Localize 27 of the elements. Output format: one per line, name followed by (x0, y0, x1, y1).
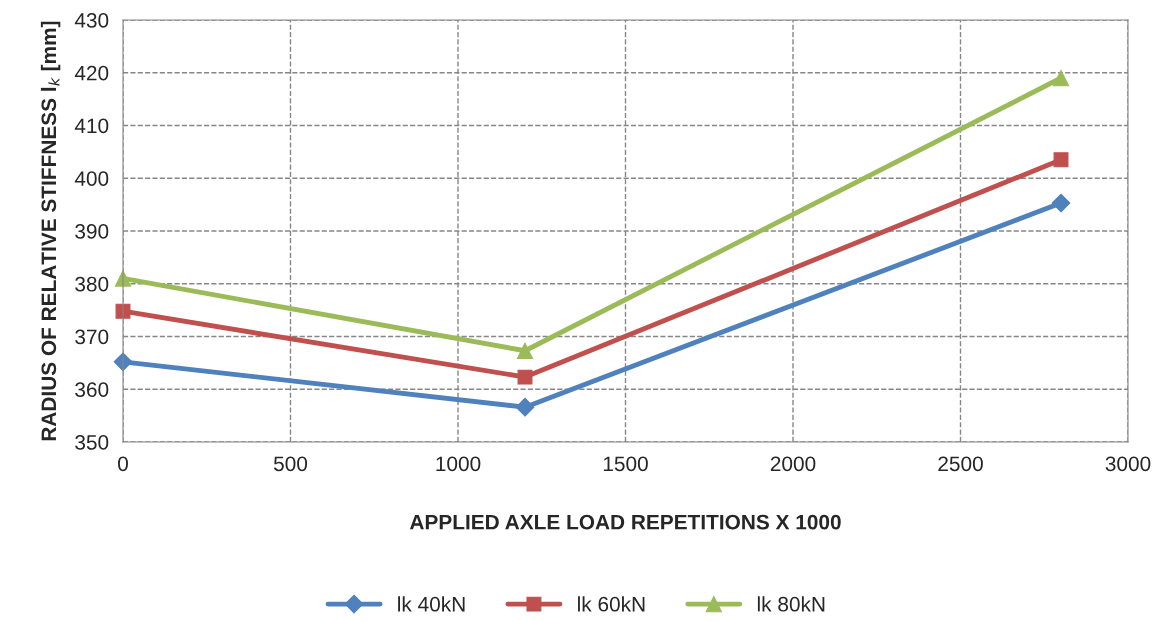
x-axis-title: APPLIED AXLE LOAD REPETITIONS X 1000 (409, 514, 841, 530)
y-tick-label: 430 (74, 13, 109, 28)
y-tick-label: 410 (74, 118, 109, 134)
y-tick-label: 380 (75, 276, 109, 292)
point (515, 397, 535, 417)
y-tick-label: 360 (75, 382, 109, 397)
y-tick-label: 390 (75, 224, 109, 239)
y-axis-title: RADIUS OF RELATIVE STIFFNESS l$_{k}$ [mm] (40, 21, 61, 441)
x-tick-label: 2000 (770, 456, 816, 472)
x-tick-label: 3000 (1105, 456, 1151, 472)
x-tick-label: 1000 (436, 456, 481, 472)
x-tick-label: 0 (118, 456, 128, 472)
x-tick-label: 500 (273, 456, 308, 472)
point (1052, 69, 1070, 87)
legend-label: lk 80kN (757, 596, 825, 612)
x-tick-label: 1500 (603, 456, 648, 472)
y-tick-label: 400 (74, 171, 109, 186)
y-tick-label: 370 (75, 329, 109, 345)
legend-label: lk 60kN (578, 596, 645, 612)
y-tick-label: 420 (74, 65, 109, 81)
point (1053, 152, 1069, 168)
point (1051, 193, 1071, 213)
x-tick-label: 2500 (938, 456, 983, 472)
point (517, 369, 533, 385)
y-tick-label: 350 (75, 435, 109, 450)
legend-label: lk 40kN (398, 596, 465, 612)
point (516, 342, 534, 359)
